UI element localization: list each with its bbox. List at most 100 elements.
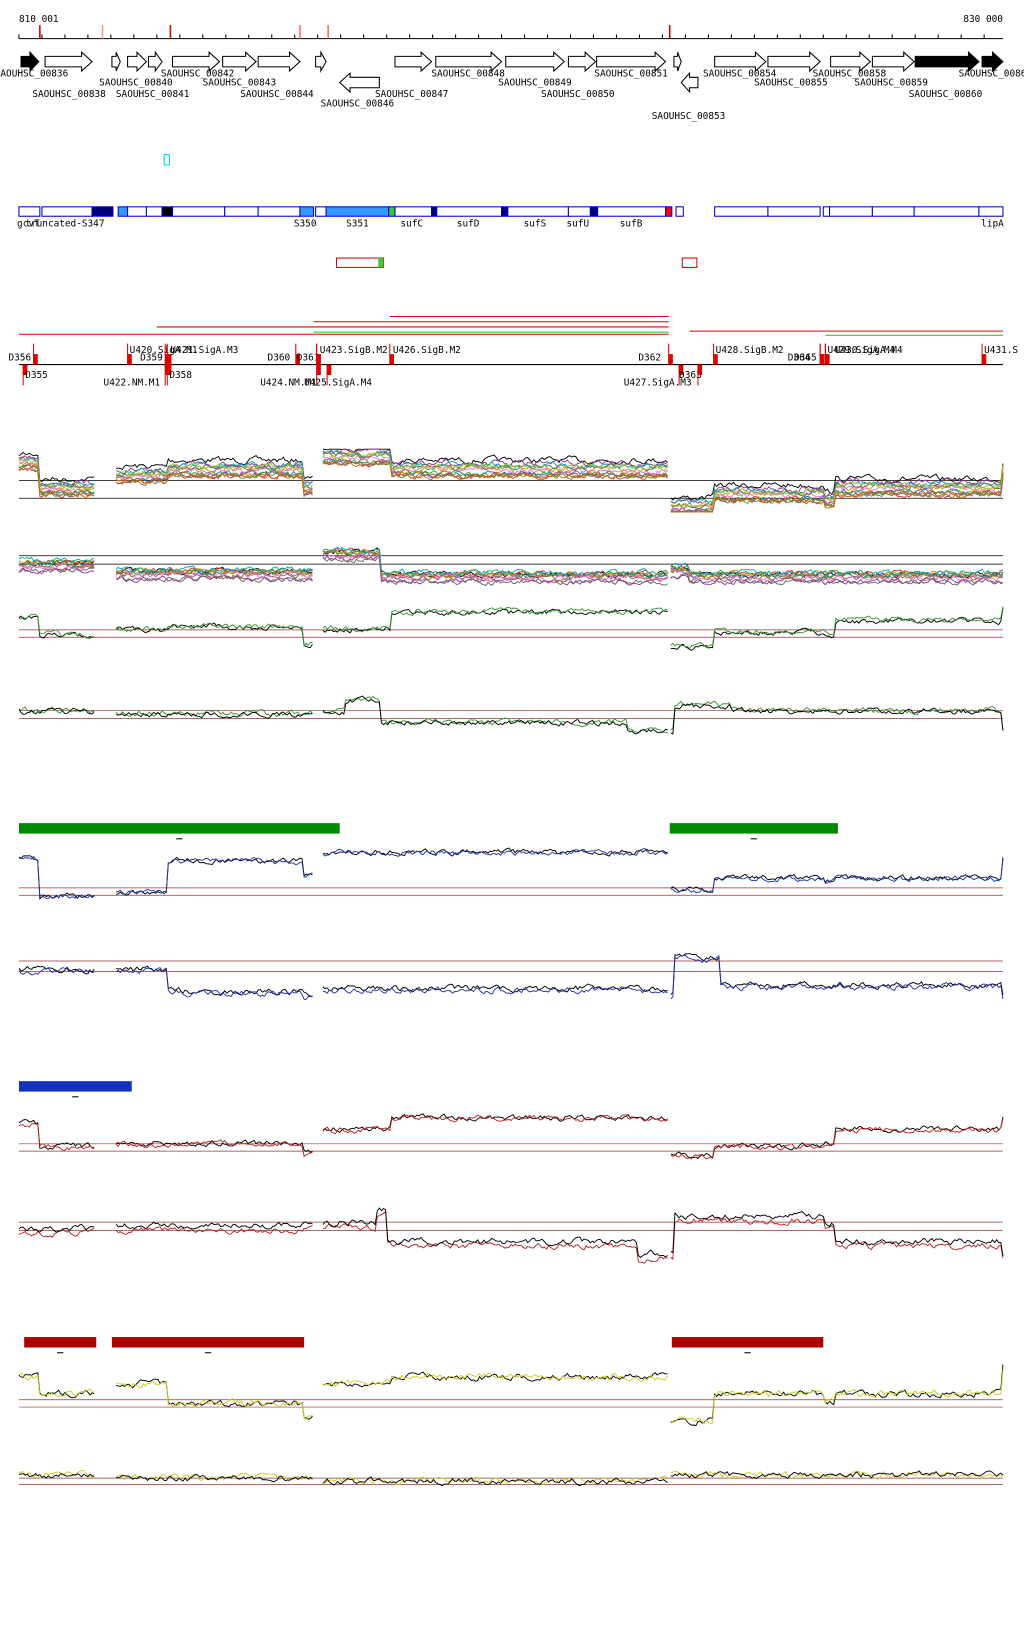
trace [18,559,95,569]
gene [567,51,597,73]
gene-label: SAOUHSC_00838 [32,89,106,100]
annotation-box [325,206,390,217]
trace [18,464,95,499]
trace [18,967,95,976]
promoter-label: U424.NM.M1 [260,377,317,388]
annotation-box [871,206,915,217]
trace [18,1228,95,1238]
annotation-label: sufS [524,219,547,230]
promoter-flag [825,354,830,365]
promoter-flag [820,354,825,365]
annotation-box [978,206,1004,217]
annotation-box [299,206,315,217]
promoter-label: U421.SigA.M3 [170,345,238,356]
promoter-label: U420.SigA.M1 [130,345,198,356]
gene [680,71,699,94]
trace [115,965,313,998]
annotation-label: gcvT [17,219,40,230]
trace [322,448,668,468]
promoter-flag [316,354,321,365]
annotation-box [597,206,667,217]
gene-label: SAOUHSC_00851 [594,68,668,79]
gene [830,51,872,73]
promoter-label: U431.S [984,345,1018,356]
annotation-label: S351 [346,219,369,230]
trace [322,695,668,735]
trace [18,1123,95,1151]
trace [670,703,1004,735]
trace [18,567,95,575]
trace [18,566,95,575]
annotation-box [567,206,591,217]
trace [18,615,95,639]
gene-label: SAOUHSC_00860 [909,89,983,100]
trace [670,700,1004,731]
trace [116,856,313,896]
gene [981,51,1004,73]
gene [147,50,163,73]
promoter-label: D355 [25,370,48,381]
gene [435,51,503,73]
gene [257,51,301,73]
region [378,258,384,268]
annotation-box [714,206,769,217]
trace [322,546,668,577]
annotation-box [145,206,163,217]
trace [670,607,1004,651]
region [335,257,385,268]
trace [322,986,668,995]
trace [115,567,313,576]
gene [505,51,566,73]
gene-label: SAOUHSC_00849 [498,78,572,89]
trace [322,1113,668,1133]
trace [115,1473,313,1483]
promoter-label: D365 [794,352,817,363]
trace [115,1225,313,1235]
annotation-box [822,206,831,217]
trace [18,707,95,715]
promoter-label: U422.NM.M1 [104,377,161,388]
trace [115,1139,313,1158]
annotation-box [171,206,226,217]
promoter-flag [389,354,394,365]
gene [315,50,327,74]
trace [115,570,313,579]
trace [670,1470,1004,1480]
ruler-start: 810 001 [19,14,59,25]
trace [670,466,1004,509]
annotation-box [117,206,129,217]
promoter-flag [295,354,300,365]
promoter-flag [165,364,170,376]
promoter-label: U423.SigB.M2 [320,345,388,356]
ruler-end: 830 000 [963,14,1003,25]
trace [18,613,95,640]
trace [115,1221,313,1230]
annotation-box [507,206,569,217]
gene [596,51,667,73]
promoter-flag [316,364,321,376]
trace [18,965,95,975]
trace [115,462,313,489]
annotation-box [665,206,673,217]
condition-bar [671,1337,824,1348]
condition-bar [18,823,340,834]
annotation-label: sufB [620,219,643,230]
annotation-box [41,206,93,217]
annotation-box [257,206,301,217]
annotation-box [394,206,433,217]
annotation-box [127,206,147,217]
trace [670,859,1004,894]
gene [171,51,221,73]
trace [670,472,1004,513]
gene [222,51,257,73]
trace [322,454,668,476]
trace [116,711,313,719]
gene-label: SAOUHSC_00850 [541,89,615,100]
promoter-flag [668,354,673,365]
promoter-label: U425.SigA.M4 [304,377,372,388]
promoter-label: U430.SigA.M4 [835,345,903,356]
promoter-flag [127,354,132,365]
trace [18,855,95,900]
marker [163,154,170,166]
gene-label: SAOUHSC_00859 [854,78,928,89]
